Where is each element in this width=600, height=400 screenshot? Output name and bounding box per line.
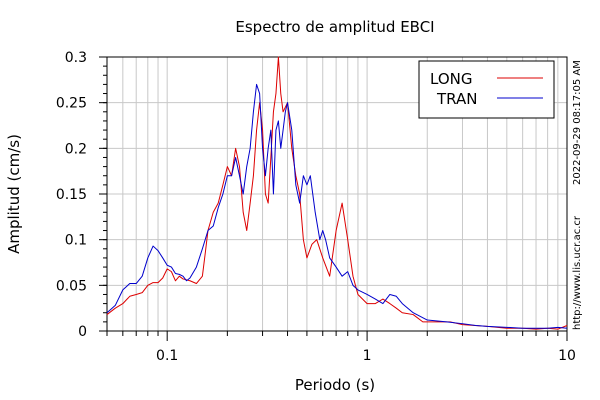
x-tick-label: 1 [363,348,372,364]
y-tick-label: 0.25 [56,96,87,112]
x-axis-ticks: 0.1 1 10 [106,331,576,364]
y-tick-label: 0.2 [65,141,87,157]
x-axis-title: Periodo (s) [295,376,375,394]
legend-box [418,60,555,119]
chart-title: Espectro de amplitud EBCI [235,18,434,36]
legend: LONG TRAN [418,60,555,119]
timestamp-label: 2022-09-29 08:17:05 AM [572,60,583,185]
y-tick-label: 0.05 [56,278,87,294]
y-tick-label: 0.3 [65,50,87,66]
y-tick-label: 0 [78,324,87,340]
series-lines [106,56,568,330]
y-tick-label: 0.1 [65,233,87,249]
legend-label-long: LONG [430,70,472,88]
source-url-label: http://www.lis.ucr.ac.cr [572,215,583,330]
series-line-tran [106,83,568,329]
legend-label-tran: TRAN [436,90,477,108]
x-tick-label: 10 [558,348,576,364]
grid [107,57,567,331]
y-tick-label: 0.15 [56,187,87,203]
y-axis-title: Amplitud (cm/s) [5,134,23,254]
series-line-long [106,56,568,330]
y-axis-ticks: 0 0.05 0.1 0.15 0.2 0.25 0.3 [56,50,107,340]
x-tick-label: 0.1 [156,348,178,364]
